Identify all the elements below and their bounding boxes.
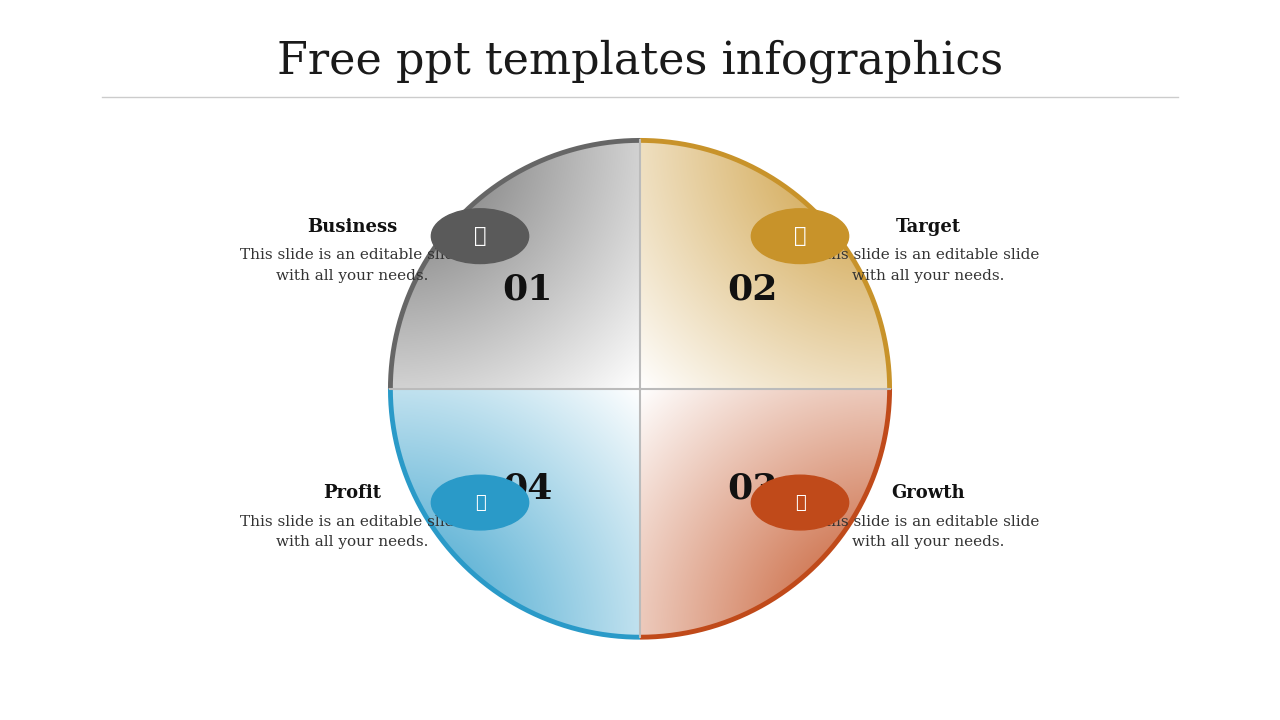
Text: 🎯: 🎯 [794, 226, 806, 246]
Text: Target: Target [896, 217, 960, 235]
Text: This slide is an editable slide
with all your needs.: This slide is an editable slide with all… [817, 248, 1039, 283]
Text: Profit: Profit [323, 484, 381, 503]
Text: 03: 03 [727, 471, 777, 505]
Text: 01: 01 [503, 272, 553, 307]
Text: This slide is an editable slide
with all your needs.: This slide is an editable slide with all… [241, 515, 463, 549]
Text: 🧳: 🧳 [474, 226, 486, 246]
Text: 📈: 📈 [795, 494, 805, 511]
Text: Growth: Growth [891, 484, 965, 503]
Circle shape [751, 475, 849, 530]
Text: Business: Business [307, 217, 397, 235]
Circle shape [431, 475, 529, 530]
Text: 04: 04 [503, 471, 553, 505]
Text: 💵: 💵 [475, 494, 485, 511]
Text: Free ppt templates infographics: Free ppt templates infographics [276, 40, 1004, 83]
Text: This slide is an editable slide
with all your needs.: This slide is an editable slide with all… [817, 515, 1039, 549]
Circle shape [751, 209, 849, 264]
Circle shape [431, 209, 529, 264]
Text: This slide is an editable slide
with all your needs.: This slide is an editable slide with all… [241, 248, 463, 283]
Text: 02: 02 [727, 272, 777, 307]
